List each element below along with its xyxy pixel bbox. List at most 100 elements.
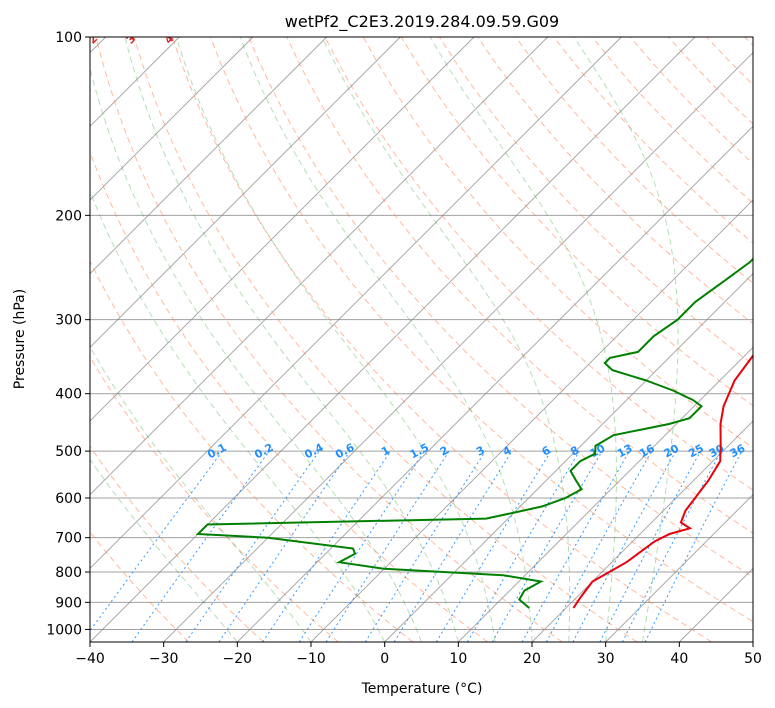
dry-adiabat-line <box>668 37 753 125</box>
mixing-ratio-line <box>572 450 677 642</box>
y-tick-label: 100 <box>55 30 82 46</box>
x-tick-label: −20 <box>223 651 253 667</box>
y-tick-label: 700 <box>55 531 82 547</box>
mixing-ratio-line <box>325 450 450 642</box>
dry-adiabat-line <box>171 37 712 642</box>
dry-adiabat-line <box>95 37 563 642</box>
dry-adiabat-line <box>90 445 264 642</box>
moist-adiabat-line <box>90 189 386 642</box>
mixing-ratio-label: 20 <box>662 442 682 461</box>
isotherm-line <box>90 37 475 422</box>
mixing-ratio-line <box>521 450 630 642</box>
mixing-ratio-label: 25 <box>686 442 706 461</box>
mixing-ratio-line <box>599 450 701 642</box>
x-tick-label: −40 <box>75 651 105 667</box>
mixing-ratio-label: 0.1 <box>205 441 228 462</box>
mixing-ratio-line <box>185 450 320 642</box>
mixing-ratio-line <box>644 450 743 642</box>
dry-adiabat-line <box>286 37 753 534</box>
mixing-ratio-label: 1.5 <box>408 441 431 462</box>
moist-adiabat-line <box>90 458 238 642</box>
moist-adiabat-line <box>321 37 571 642</box>
mixing-ratio-label: 0.6 <box>333 441 357 462</box>
dry-adiabat-line <box>248 37 753 578</box>
moist-adiabat-line <box>90 66 422 642</box>
y-axis: 100 200 300 400 500 600 700 800 900 1000 <box>46 30 90 638</box>
dry-adiabat-line <box>706 37 753 86</box>
isotherm-line <box>752 641 753 642</box>
isotherm-label: 30 <box>124 26 144 46</box>
isotherm-line <box>237 125 753 642</box>
dry-adiabat-line <box>553 37 753 244</box>
isotherm-line <box>90 37 254 201</box>
dry-adiabat-line <box>591 37 753 204</box>
x-tick-label: 50 <box>744 651 762 667</box>
dry-adiabat-line <box>133 37 638 642</box>
moist-adiabat-line <box>175 37 496 642</box>
isotherm-label: 0 <box>12 29 27 44</box>
mixing-ratio-line <box>467 450 580 642</box>
mixing-ratio-line <box>262 450 392 642</box>
dry-adiabat-line <box>90 531 190 642</box>
dry-adiabat-line <box>210 37 753 623</box>
chart-title: wetPf2_C2E3.2019.284.09.59.G09 <box>285 12 559 32</box>
moist-adiabat-line <box>90 346 312 642</box>
mixing-ratio-line <box>298 450 425 642</box>
isotherm-line <box>90 37 548 496</box>
x-tick-label: −10 <box>296 651 326 667</box>
mixing-ratio-line <box>131 450 270 642</box>
moist-adiabat-line <box>429 37 617 642</box>
x-tick-label: 0 <box>380 651 389 667</box>
dry-adiabat-line <box>90 356 339 642</box>
mixing-ratio-label: 16 <box>637 442 657 461</box>
mixing-ratio-label: 0.4 <box>302 441 326 462</box>
isotherm-line <box>90 37 622 569</box>
plot-frame <box>89 36 754 643</box>
isotherm-line <box>679 567 753 642</box>
temperature-line <box>572 353 753 609</box>
dry-adiabat-line <box>90 150 488 642</box>
y-tick-label: 600 <box>55 491 82 507</box>
x-tick-label: 30 <box>597 651 615 667</box>
y-tick-label: 800 <box>55 565 82 581</box>
mixing-ratio-line <box>393 450 513 642</box>
isotherm-line <box>90 37 401 348</box>
mixing-ratio-label: 13 <box>615 442 635 461</box>
mixing-ratio-label: 0.2 <box>252 441 275 462</box>
y-tick-label: 400 <box>55 387 82 403</box>
x-axis-title: Temperature (°C) <box>361 681 483 697</box>
moist-adiabat-line <box>239 37 533 642</box>
moist-adiabat-line <box>124 37 459 642</box>
mixing-ratio-line <box>491 450 603 642</box>
dewpoint-line <box>195 257 753 609</box>
y-tick-label: 500 <box>55 444 82 460</box>
x-axis: −40 −30 −20 −10 0 10 20 30 40 50 <box>75 642 762 667</box>
mixing-ratio-line <box>90 450 223 632</box>
isotherm-line <box>531 420 753 642</box>
mixing-ratio-label: 36 <box>728 442 748 461</box>
mixing-ratio-line <box>545 450 653 642</box>
y-tick-label: 200 <box>55 208 82 224</box>
dry-adiabat-line <box>515 37 753 284</box>
x-tick-label: 20 <box>523 651 541 667</box>
sounding-series <box>195 257 753 609</box>
y-tick-label: 300 <box>55 313 82 329</box>
isotherm-line <box>310 199 753 642</box>
x-tick-label: −30 <box>149 651 179 667</box>
isotherm-line <box>384 273 753 642</box>
y-axis-title: Pressure (hPa) <box>12 289 28 389</box>
background-lines <box>90 37 753 642</box>
x-tick-label: 40 <box>670 651 688 667</box>
isotherm-line <box>605 494 753 642</box>
moist-adiabat-line <box>573 37 679 642</box>
isotherm-label: 40 <box>162 26 182 46</box>
mixing-ratio-line <box>364 450 486 642</box>
mixing-ratio-line <box>435 450 552 642</box>
isotherm-line <box>90 37 327 275</box>
x-tick-label: 10 <box>449 651 467 667</box>
isotherm-line <box>458 346 753 642</box>
isotherm-label: 20 <box>86 26 106 46</box>
isotherm-line <box>90 37 696 642</box>
dry-adiabat-line <box>744 37 753 47</box>
